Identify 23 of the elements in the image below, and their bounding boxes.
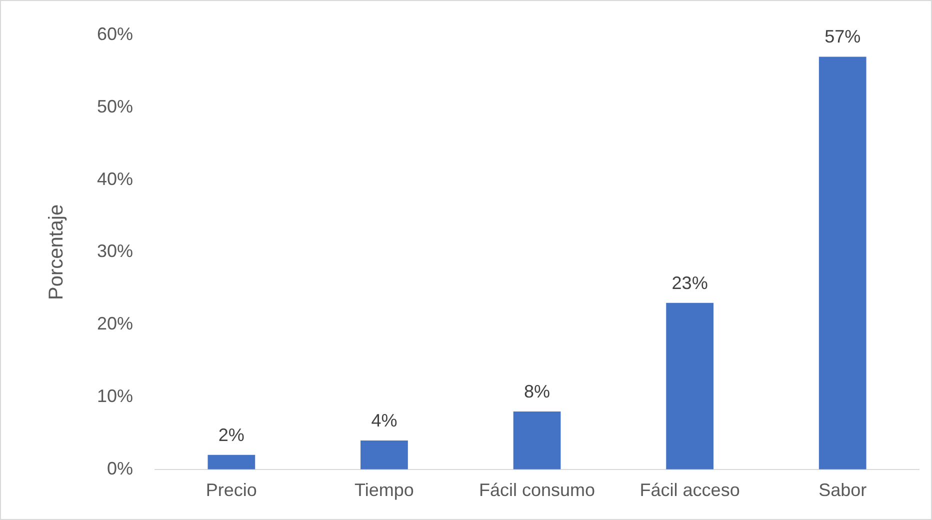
data-label: 8% (524, 381, 550, 402)
data-label: 23% (672, 272, 708, 293)
y-tick-label: 30% (96, 241, 134, 262)
y-axis-title: Porcentaje (46, 204, 68, 300)
x-tick-label: Fácil consumo (478, 480, 596, 500)
y-tick-label: 10% (96, 386, 134, 406)
y-tick-label: 20% (96, 314, 134, 334)
data-label: 2% (218, 424, 244, 445)
x-tick-label: Sabor (818, 480, 867, 500)
x-tick-label: Precio (206, 480, 257, 500)
y-tick-label: 60% (96, 24, 134, 44)
bar (818, 56, 866, 470)
x-tick-label: Tiempo (354, 480, 414, 500)
data-label: 57% (824, 26, 861, 47)
y-tick-label: 40% (96, 168, 134, 189)
x-tick-label: Fácil acceso (640, 480, 740, 500)
bar (666, 302, 714, 470)
bar (208, 454, 256, 470)
y-tick-label: 50% (96, 96, 134, 116)
bar (360, 440, 408, 470)
bar (513, 411, 561, 470)
data-label: 4% (371, 410, 398, 430)
y-tick-label: 0% (107, 458, 134, 478)
